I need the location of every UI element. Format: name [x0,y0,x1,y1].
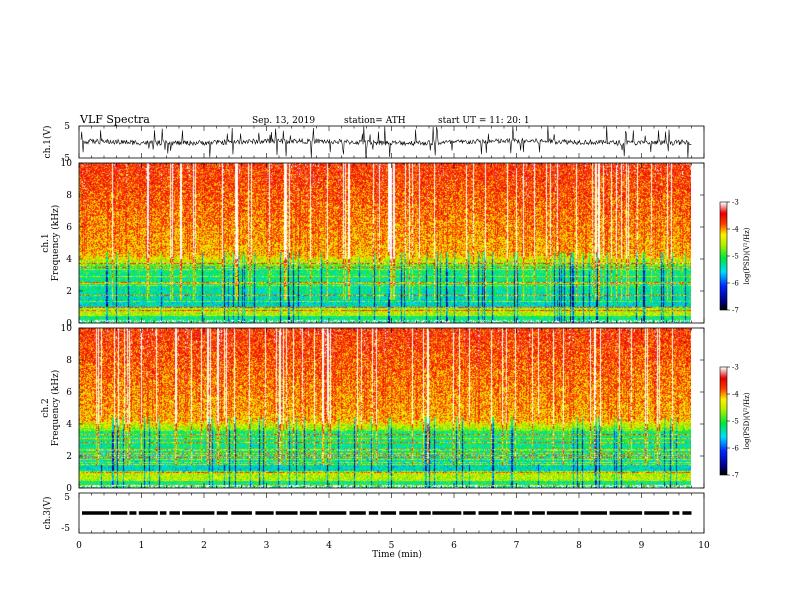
x-axis-label: Time (min) [372,549,422,560]
ch1-ytick-top: 5 [64,122,70,132]
ch2-spectrogram-ylabel: Frequency (kHz) [50,370,61,447]
freq-tick-label: 0 [66,319,72,329]
ch2-colorbar-ticks: -3 -4 -5 -6 -7 [727,364,739,480]
ch1-colorbar-gradient [720,202,727,310]
colorbar-tick-label: -3 [732,364,739,372]
ch1-ytick-bottom: -5 [61,154,70,164]
x-tick-label: 8 [576,541,582,551]
station-label: station= ATH [344,116,406,126]
ch1-waveform-trace [80,126,692,158]
x-tick-label: 6 [451,541,457,551]
colorbar-tick-label: -7 [732,307,739,315]
ch2-colorbar: -3 -4 -5 -6 -7 log(PSD)(V²/Hz) [719,364,751,480]
colorbar-tick-label: -3 [732,199,739,207]
freq-tick-label: 10 [61,159,73,169]
x-tick-label: 0 [76,541,82,551]
ch1-spectrogram-image [79,163,691,323]
ch2-spectrogram-panel: 0 2 4 6 8 10 ch.2 Frequency (kHz) -3 -4 -5 -6 -7 … [41,324,751,494]
ch1-spectrogram-ylabel: Frequency (kHz) [50,205,61,282]
freq-tick-label: 6 [66,223,72,233]
colorbar-tick-label: -5 [732,253,739,261]
freq-tick-label: 0 [66,484,72,494]
ch2-spectrogram-channel-label: ch.2 [41,398,51,417]
colorbar-tick-label: -6 [732,280,739,288]
ch1-colorbar-label: log(PSD)(V²/Hz) [743,227,751,284]
ch1-colorbar-ticks: -3 -4 -5 -6 -7 [727,199,739,315]
freq-tick-label: 4 [66,255,72,265]
ch1-waveform-ticks [78,126,705,158]
ch1-colorbar: -3 -4 -5 -6 -7 log(PSD)(V²/Hz) [719,199,751,315]
ch2-colorbar-gradient [720,367,727,475]
colorbar-tick-label: -7 [732,472,739,480]
colorbar-tick-label: -4 [732,226,739,234]
ch2-spectrogram-ticks [78,328,705,488]
freq-tick-label: 2 [66,287,72,297]
ch3-waveform-panel: 5 -5 ch.3(V) [42,492,705,534]
x-tick-label: 3 [264,541,270,551]
ch1-waveform-panel: 5 -5 ch.1(V) [42,122,705,164]
colorbar-tick-label: -6 [732,445,739,453]
ch2-spectrogram-yticks: 0 2 4 6 8 10 [61,324,704,494]
x-axis-tick-labels: 0 1 2 3 4 5 6 7 8 9 10 [76,541,710,551]
ch2-colorbar-label: log(PSD)(V²/Hz) [743,392,751,449]
figure-title: VLF Spectra [79,113,150,126]
x-tick-label: 1 [139,541,145,551]
start-time-label: start UT = 11: 20: 1 [438,116,530,126]
ch1-waveform-ylabel: ch.1(V) [42,126,53,159]
ch1-spectrogram-channel-label: ch.1 [41,233,51,252]
ch3-waveform-ticks [78,493,705,533]
x-tick-label: 7 [514,541,520,551]
ch3-ytick-bottom: -5 [61,524,70,534]
colorbar-tick-label: -4 [732,391,739,399]
ch1-spectrogram-yticks: 0 2 4 6 8 10 [61,159,704,329]
ch1-spectrogram-panel: 0 2 4 6 8 10 ch.1 Frequency (kHz) -3 -4 -5 -6 -7 … [41,159,751,329]
x-tick-label: 4 [326,541,332,551]
freq-tick-label: 8 [66,356,72,366]
freq-tick-label: 6 [66,388,72,398]
freq-tick-label: 10 [61,324,73,334]
ch1-spectrogram-ticks [78,163,705,323]
x-tick-label: 5 [389,541,395,551]
freq-tick-label: 2 [66,452,72,462]
x-tick-label: 10 [698,541,710,551]
freq-tick-label: 8 [66,191,72,201]
date-label: Sep. 13, 2019 [252,116,315,126]
freq-tick-label: 4 [66,420,72,430]
ch3-waveform-ylabel: ch.3(V) [42,497,53,530]
x-tick-label: 9 [639,541,645,551]
colorbar-tick-label: -5 [732,418,739,426]
x-tick-label: 2 [201,541,207,551]
ch2-spectrogram-image [79,328,691,488]
ch3-ytick-top: 5 [64,493,70,503]
